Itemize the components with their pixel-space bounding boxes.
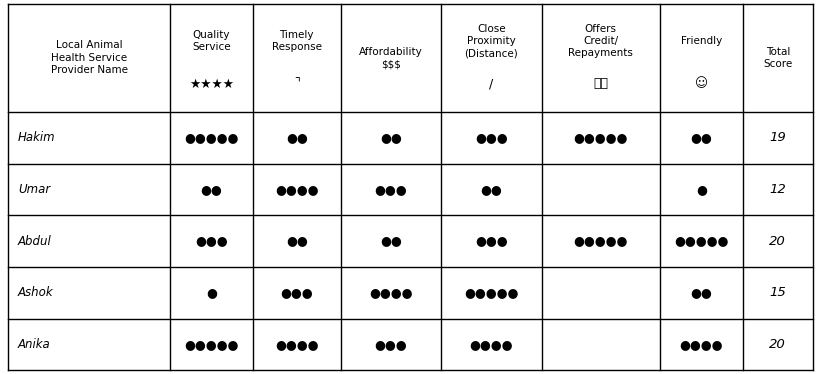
Text: ●●●●: ●●●● — [369, 286, 413, 299]
Text: ●●●●: ●●●● — [275, 183, 319, 196]
Text: ●: ● — [696, 183, 707, 196]
Text: ⌝: ⌝ — [294, 77, 300, 91]
Text: ●: ● — [206, 286, 217, 299]
Text: Affordability
$$$: Affordability $$$ — [359, 47, 423, 69]
Text: 19: 19 — [769, 131, 787, 144]
Text: ●●: ●● — [380, 131, 401, 144]
Text: ●●●: ●●● — [374, 338, 407, 351]
Text: Hakim: Hakim — [18, 131, 56, 144]
Text: Close
Proximity
(Distance): Close Proximity (Distance) — [465, 24, 518, 58]
Text: ●●●: ●●● — [475, 234, 507, 248]
Text: 12: 12 — [769, 183, 787, 196]
Text: ●●●: ●●● — [475, 131, 507, 144]
Text: 20: 20 — [769, 234, 787, 248]
Text: ●●●: ●●● — [195, 234, 228, 248]
Text: ●●●●: ●●●● — [275, 338, 319, 351]
Text: ★★★★: ★★★★ — [189, 77, 234, 91]
Text: ●●●●●: ●●●●● — [464, 286, 519, 299]
Text: Local Animal
Health Service
Provider Name: Local Animal Health Service Provider Nam… — [51, 40, 127, 75]
Text: Ⓢ⏰: Ⓢ⏰ — [594, 77, 608, 91]
Text: 20: 20 — [769, 338, 787, 351]
Text: ☺: ☺ — [695, 77, 708, 91]
Text: ●●●●●: ●●●●● — [574, 234, 628, 248]
Text: Timely
Response: Timely Response — [272, 30, 322, 52]
Text: Anika: Anika — [18, 338, 51, 351]
Text: Umar: Umar — [18, 183, 50, 196]
Text: ●●●●●: ●●●●● — [185, 338, 239, 351]
Text: ●●●●●: ●●●●● — [674, 234, 728, 248]
Text: Offers
Credit/
Repayments: Offers Credit/ Repayments — [568, 24, 633, 58]
Text: Quality
Service: Quality Service — [192, 30, 231, 52]
Text: Total
Score: Total Score — [764, 47, 792, 69]
Text: ●●●: ●●● — [374, 183, 407, 196]
Text: Abdul: Abdul — [18, 234, 52, 248]
Text: ●●: ●● — [480, 183, 502, 196]
Text: ●●: ●● — [286, 234, 308, 248]
Text: /: / — [489, 77, 493, 91]
Text: ●●: ●● — [286, 131, 308, 144]
Text: 15: 15 — [769, 286, 787, 299]
Text: ●●: ●● — [690, 286, 712, 299]
Text: ●●●●: ●●●● — [680, 338, 723, 351]
Text: ●●: ●● — [200, 183, 222, 196]
Text: ●●●●●: ●●●●● — [185, 131, 239, 144]
Text: Friendly: Friendly — [681, 36, 722, 46]
Text: ●●●: ●●● — [281, 286, 313, 299]
Text: Ashok: Ashok — [18, 286, 53, 299]
Text: ●●: ●● — [380, 234, 401, 248]
Text: ●●: ●● — [690, 131, 712, 144]
Text: ●●●●: ●●●● — [470, 338, 513, 351]
Text: ●●●●●: ●●●●● — [574, 131, 628, 144]
